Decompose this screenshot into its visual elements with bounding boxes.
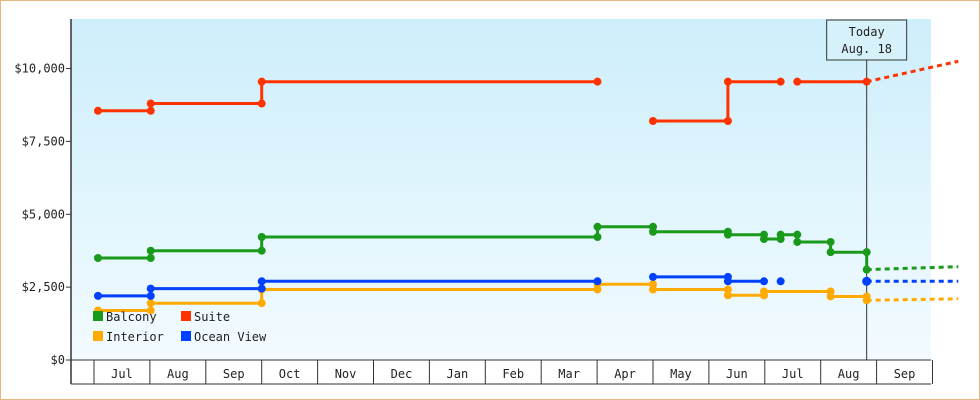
series-balcony-point	[760, 235, 768, 244]
x-tick-label: Sep	[223, 367, 245, 381]
series-suite-point	[862, 77, 871, 86]
today-label: Today	[849, 25, 885, 39]
legend-suite-swatch	[181, 311, 191, 321]
plot-background	[71, 19, 931, 360]
series-interior-point	[146, 299, 155, 308]
series-balcony-point	[593, 222, 602, 231]
series-interior-point	[146, 306, 155, 315]
y-tick-label: $7,500	[22, 134, 65, 148]
x-tick-label: May	[670, 367, 692, 381]
series-suite-point	[793, 77, 802, 86]
series-suite-point	[593, 77, 602, 86]
series-suite-point	[94, 106, 102, 115]
series-balcony-point	[793, 237, 802, 246]
series-ocean-view-point	[760, 277, 768, 286]
x-tick-label: Jul	[782, 367, 804, 381]
series-balcony-point	[146, 253, 155, 262]
series-interior-point	[257, 299, 266, 308]
x-tick-label: Sep	[894, 367, 916, 381]
series-balcony-point	[146, 246, 155, 255]
series-ocean-view-point	[257, 284, 266, 293]
series-suite-point	[723, 77, 732, 86]
series-suite-point	[146, 106, 155, 115]
legend-ocean-view-swatch	[181, 331, 191, 341]
legend-interior-label: Interior	[106, 330, 164, 344]
y-tick-label: $2,500	[22, 280, 65, 294]
series-balcony-point	[94, 253, 102, 262]
series-ocean-view-point	[723, 277, 732, 286]
series-balcony-point	[826, 248, 835, 257]
series-interior-point	[649, 285, 657, 294]
series-interior-point	[862, 296, 871, 305]
legend-suite-label: Suite	[194, 310, 230, 324]
legend-ocean-view-label: Ocean View	[194, 330, 267, 344]
y-tick-label: $5,000	[22, 207, 65, 221]
series-balcony-point	[793, 230, 802, 239]
series-suite-point	[257, 77, 266, 86]
series-ocean-view-point	[146, 284, 155, 293]
x-tick-label: Nov	[335, 367, 357, 381]
y-tick-label: $0	[51, 353, 65, 367]
series-suite-line	[98, 80, 598, 113]
series-ocean-view-point	[146, 291, 155, 300]
x-tick-label: Apr	[614, 367, 636, 381]
series-balcony-point	[257, 233, 266, 242]
series-suite-point	[723, 117, 732, 126]
series-ocean-view-point	[649, 272, 657, 281]
series-interior-point	[723, 291, 732, 300]
x-tick-label: Dec	[391, 367, 413, 381]
series-interior-forecast	[866, 297, 959, 302]
x-tick-label: Jul	[111, 367, 133, 381]
series-ocean-view-point	[94, 291, 102, 300]
legend-balcony-label: Balcony	[106, 310, 157, 324]
series-balcony-point	[826, 237, 835, 246]
series-suite-point	[776, 77, 785, 86]
series-ocean-view-point	[593, 277, 602, 286]
x-tick-label: Feb	[502, 367, 524, 381]
series-balcony-point	[649, 227, 657, 236]
x-tick-label: Aug	[838, 367, 860, 381]
today-date: Aug. 18	[841, 42, 892, 56]
series-balcony-point	[862, 265, 871, 274]
series-interior-point	[760, 287, 768, 296]
series-ocean-view-point	[776, 277, 785, 286]
series-ocean-view-point	[257, 277, 266, 286]
series-interior-point	[826, 292, 835, 301]
series-balcony-point	[776, 230, 785, 239]
x-tick-label: Jun	[726, 367, 748, 381]
series-balcony-point	[257, 246, 266, 255]
series-suite-point	[257, 99, 266, 108]
series-suite-line	[653, 80, 781, 123]
series-balcony-point	[862, 248, 871, 257]
series-suite-point	[146, 99, 155, 108]
x-tick-label: Oct	[279, 367, 301, 381]
series-suite-forecast	[866, 59, 959, 84]
legend-interior-swatch	[93, 331, 103, 341]
legend-balcony-swatch	[93, 311, 103, 321]
series-suite-point	[649, 117, 657, 126]
series-interior-point	[723, 285, 732, 294]
series-balcony-point	[593, 233, 602, 242]
today-box	[826, 19, 908, 61]
series-ocean-view-point	[862, 276, 872, 286]
series-balcony-point	[723, 230, 732, 239]
series-balcony-forecast	[866, 265, 959, 272]
x-tick-label: Aug	[167, 367, 189, 381]
series-ocean-view-line	[98, 279, 598, 298]
x-tick-label: Jan	[447, 367, 469, 381]
x-tick-label: Mar	[558, 367, 580, 381]
y-tick-label: $10,000	[14, 62, 65, 76]
